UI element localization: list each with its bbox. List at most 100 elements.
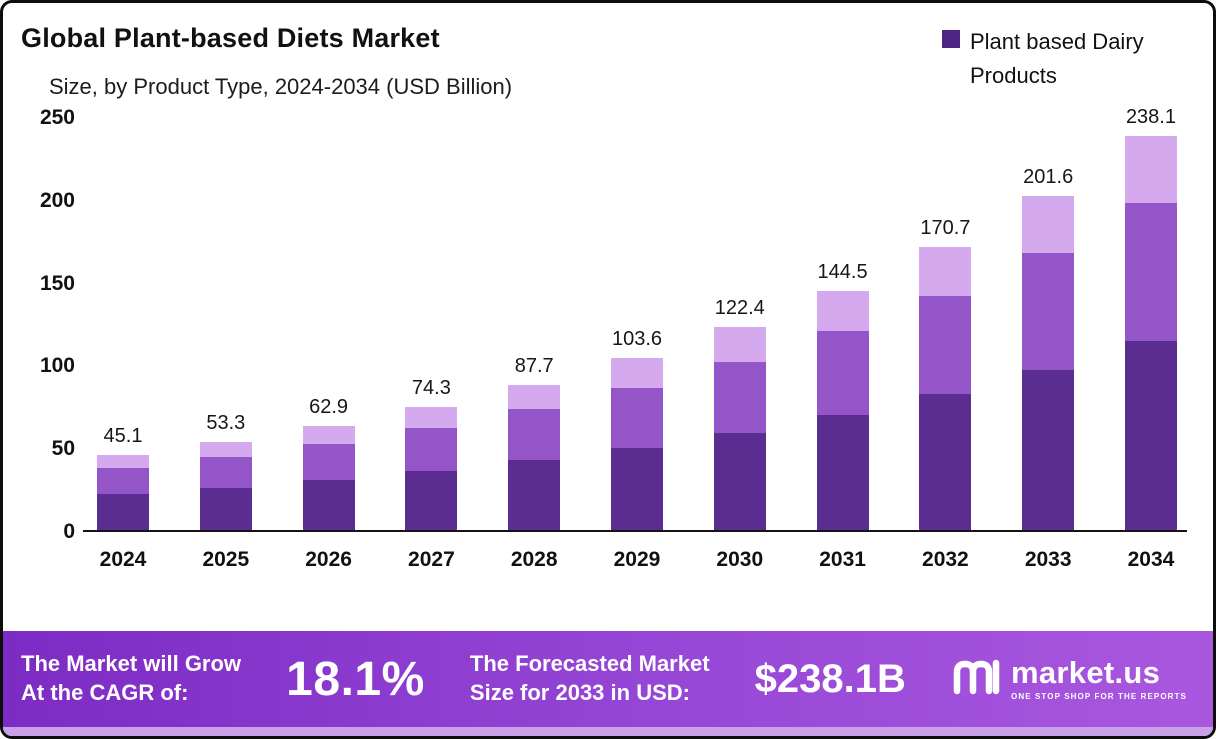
bar-segment xyxy=(302,425,355,444)
bar-value-label: 103.6 xyxy=(611,328,663,351)
chart-subtitle: Size, by Product Type, 2024-2034 (USD Bi… xyxy=(49,74,513,99)
bar-segment xyxy=(405,427,458,471)
bar-group: 122.4 xyxy=(713,297,766,530)
forecast-value: $238.1B xyxy=(754,656,906,701)
stacked-bar xyxy=(816,290,869,530)
bar-segment xyxy=(508,409,561,461)
bar-segment xyxy=(199,441,252,457)
bar-segment xyxy=(199,456,252,488)
bar-group: 103.6 xyxy=(610,328,663,530)
bar-segment xyxy=(508,384,561,410)
market-us-logo-icon xyxy=(951,655,1003,704)
bar-segment xyxy=(1124,135,1177,203)
bar-group: 144.5 xyxy=(816,260,869,530)
bar-segment xyxy=(713,327,766,362)
stacked-bar xyxy=(713,327,766,530)
x-tick-label: 2024 xyxy=(99,548,147,571)
y-tick-label: 150 xyxy=(39,271,75,295)
bar-value-label: 62.9 xyxy=(309,395,349,418)
legend-label: Plant based Dairy Products xyxy=(970,29,1144,89)
bar-value-label: 201.6 xyxy=(1023,166,1074,189)
bar-segment xyxy=(1022,196,1075,253)
bar-segment xyxy=(713,432,766,530)
cagr-value: 18.1% xyxy=(286,652,425,706)
y-tick-label: 50 xyxy=(51,437,75,461)
bar-value-label: 74.3 xyxy=(411,376,451,399)
stacked-bar xyxy=(97,455,149,530)
bar-segment xyxy=(508,460,561,530)
stacked-bar xyxy=(199,441,252,530)
page-title: Global Plant-based Diets Market xyxy=(21,23,440,53)
legend: Plant based Dairy Products xyxy=(942,25,1167,93)
x-tick-label: 2028 xyxy=(510,548,558,571)
bar-value-label: 53.3 xyxy=(206,411,246,434)
bar-group: 45.1 xyxy=(97,425,149,530)
y-tick-label: 0 xyxy=(63,520,75,543)
bar-segment xyxy=(1124,340,1177,530)
spacer xyxy=(3,572,1213,631)
bar-segment xyxy=(610,387,663,448)
x-tick-label: 2031 xyxy=(819,548,866,571)
y-tick-label: 200 xyxy=(39,188,75,212)
bar-group: 87.7 xyxy=(508,354,561,530)
x-tick-label: 2032 xyxy=(922,548,969,571)
footer-banner: The Market will Grow At the CAGR of: 18.… xyxy=(3,631,1213,727)
stacked-bar xyxy=(405,406,458,530)
bar-segment xyxy=(919,247,972,296)
x-tick-label: 2034 xyxy=(1127,548,1175,571)
bar-value-label: 45.1 xyxy=(103,425,143,448)
bar-value-label: 238.1 xyxy=(1125,105,1176,128)
bar-group: 62.9 xyxy=(302,395,355,530)
x-axis: 2024 2025 2026 2027 2028 2029 2030 2031 2032 2033… xyxy=(83,548,1187,572)
plot-wrap: 45.1 53.3 62.9 74.3 87.7 103.6 122.4 144.5 170.7… xyxy=(83,106,1187,572)
forecast-label: The Forecasted Market Size for 2033 in U… xyxy=(469,651,710,705)
bar-segment xyxy=(302,443,355,480)
bar-segment xyxy=(816,331,869,416)
x-tick-label: 2029 xyxy=(613,548,661,571)
stacked-bar xyxy=(1022,196,1075,530)
bar-segment xyxy=(97,468,149,495)
bar-group: 238.1 xyxy=(1124,105,1177,530)
bar-segment xyxy=(610,447,663,530)
y-axis: 0 50 100 150 200 250 xyxy=(3,106,83,543)
stacked-bar xyxy=(610,358,663,530)
legend-swatch-icon xyxy=(942,30,960,48)
stacked-bar xyxy=(508,384,561,530)
bar-value-label: 122.4 xyxy=(714,297,765,320)
bar-segment xyxy=(610,358,663,388)
stacked-bar xyxy=(1124,135,1177,530)
bar-segment xyxy=(405,470,458,530)
stacked-bar-chart: 0 50 100 150 200 250 45.1 53.3 62.9 74.3 87.7 103.… xyxy=(3,106,1187,572)
brand-name: market.us xyxy=(1011,655,1161,690)
bar-segment xyxy=(1022,369,1075,530)
y-tick-label: 100 xyxy=(39,354,75,378)
stacked-bar xyxy=(919,247,972,530)
y-tick-label: 250 xyxy=(39,106,75,129)
bar-group: 170.7 xyxy=(919,217,972,530)
x-tick-label: 2030 xyxy=(716,548,764,571)
bar-segment xyxy=(1022,252,1075,370)
bar-segment xyxy=(919,394,972,530)
bottom-strip xyxy=(3,727,1213,736)
bar-value-label: 144.5 xyxy=(817,260,868,283)
bar-segment xyxy=(713,361,766,433)
bar-segment xyxy=(1124,202,1177,341)
x-tick-label: 2025 xyxy=(202,548,250,571)
bar-group: 53.3 xyxy=(199,411,252,530)
bar-value-label: 87.7 xyxy=(514,354,554,377)
chart-header: Global Plant-based Diets Market Plant ba… xyxy=(3,3,1213,100)
x-tick-label: 2026 xyxy=(305,548,352,571)
cagr-label: The Market will Grow At the CAGR of: xyxy=(21,651,242,705)
bar-segment xyxy=(405,406,458,428)
bar-segment xyxy=(816,415,869,530)
bar-group: 74.3 xyxy=(405,376,458,530)
x-tick-label: 2033 xyxy=(1024,548,1072,571)
brand-tagline: ONE STOP SHOP FOR THE REPORTS xyxy=(1011,692,1187,701)
bar-value-label: 170.7 xyxy=(920,217,971,240)
bar-segment xyxy=(919,295,972,395)
bar-segment xyxy=(199,487,252,530)
plot-area: 45.1 53.3 62.9 74.3 87.7 103.6 122.4 144.5 170.7… xyxy=(83,106,1187,532)
bar-segment xyxy=(97,455,149,469)
bar-group: 201.6 xyxy=(1022,166,1075,530)
